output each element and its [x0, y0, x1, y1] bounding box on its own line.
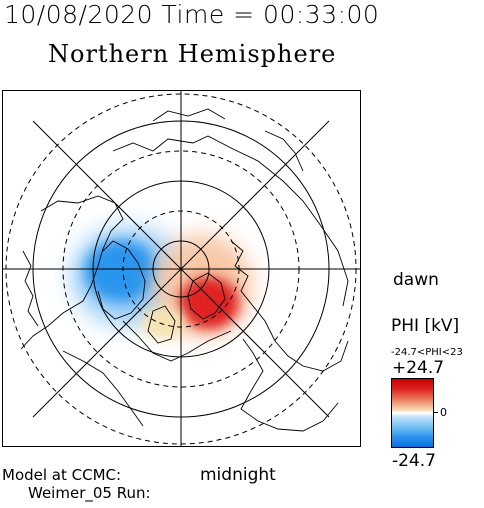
datetime-label: 10/08/2020 Time = 00:33:00 — [4, 0, 380, 29]
polar-map-canvas — [3, 91, 360, 446]
colorbar-min-label: -24.7 — [392, 451, 436, 471]
meridian-lines — [3, 91, 360, 446]
colorbar-zero-label: 0 — [440, 406, 447, 419]
coastlines — [20, 108, 349, 432]
colorbar-range: -24.7<PHI<23 — [391, 347, 463, 358]
dawn-label: dawn — [393, 270, 439, 290]
run-label: Weimer_05 Run: — [28, 484, 151, 502]
polar-map — [2, 90, 361, 447]
midnight-label: midnight — [200, 465, 276, 485]
colorbar-zero-tick — [434, 412, 438, 413]
model-label: Model at CCMC: — [2, 466, 122, 484]
hemisphere-title: Northern Hemisphere — [48, 40, 337, 68]
colorbar — [391, 378, 434, 448]
colorbar-title: PHI [kV] — [391, 316, 460, 336]
colorbar-max-label: +24.7 — [392, 358, 445, 378]
